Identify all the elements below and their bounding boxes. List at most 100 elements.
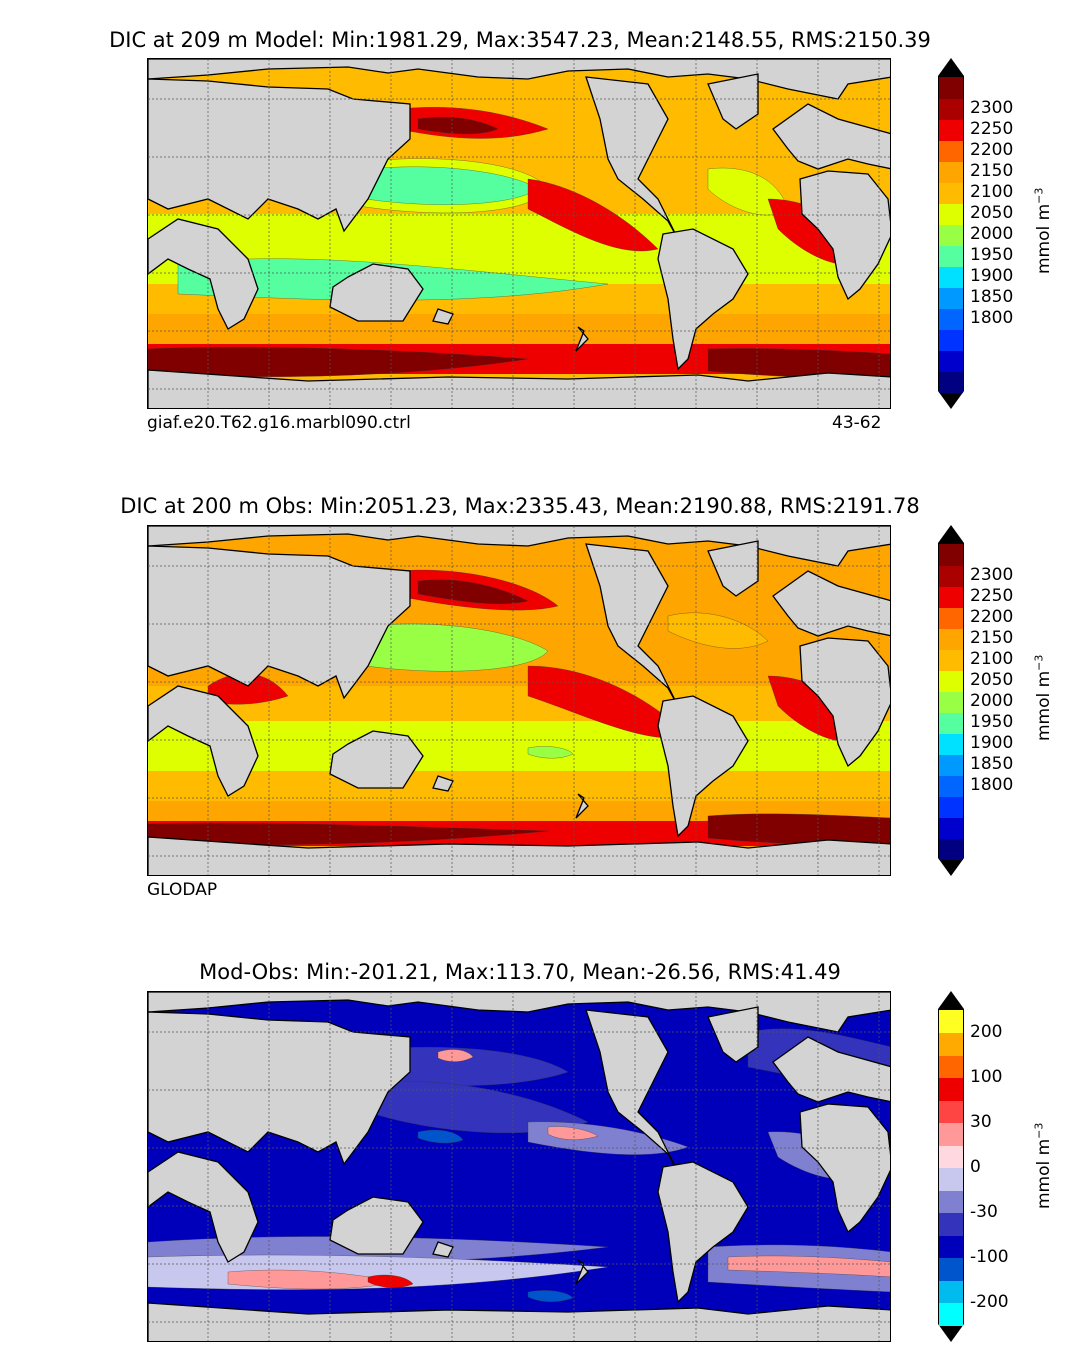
colorbar-tick-label: 2150 [970,160,1014,181]
colorbar-swatch [939,544,963,566]
colorbar-tick-label: 2200 [970,139,1014,160]
colorbar-body [938,1009,964,1326]
map-obs [147,525,891,876]
map-model [147,58,891,409]
colorbar-tick-label: 1950 [970,244,1014,265]
land-mass [148,685,259,797]
extend-arrow [938,525,964,543]
colorbar-swatch [939,350,963,372]
colorbar-tick-label: 100 [970,1066,1003,1087]
unit-label: mmol m−3 [1032,1122,1055,1210]
contour-region [527,1290,574,1302]
colorbar-tick-label: 2000 [970,223,1014,244]
colorbar-swatch [939,308,963,330]
colorbar-swatch [939,1122,963,1146]
colorbar-swatch [939,287,963,309]
colorbar-extend-max [938,991,964,1009]
land-mass [329,730,424,789]
colorbar-swatch [939,245,963,267]
colorbar: 2300 2250 2200 2150 2100 2050 2000 1950 1900 1850… [935,58,1013,409]
extend-arrow [938,1324,964,1342]
colorbar: 2300 2250 2200 2150 2100 2050 2000 1950 1900 1850… [935,525,1013,876]
colorbar-swatch [939,1190,963,1213]
colorbar-swatch [939,1212,963,1236]
colorbar-extend-min [938,1324,964,1342]
extend-arrow [938,858,964,876]
land-mass [329,1196,424,1255]
colorbar-extend-min [938,858,964,876]
colorbar-tick-label: 1800 [970,774,1014,795]
land-mass [148,836,890,875]
contour-region [367,1274,414,1288]
colorbar-swatch [939,1055,963,1078]
colorbar-tick-label: 1850 [970,753,1014,774]
run-name: giaf.e20.T62.g16.marbl090.ctrl [147,413,411,433]
contour-region [547,1126,599,1140]
colorbar-swatch [939,565,963,587]
colorbar-swatch [939,98,963,120]
source-name: GLODAP [147,880,218,900]
colorbar-swatch [939,775,963,797]
colorbar-swatch [939,203,963,225]
colorbar-swatch [939,754,963,776]
contour-band [148,314,890,344]
colorbar-swatch [939,371,963,393]
colorbar-swatch [939,1100,963,1123]
colorbar-swatch [939,182,963,204]
colorbar-swatch [939,1302,963,1326]
colorbar-tick-label: 200 [970,1021,1003,1042]
land-mass [148,218,259,330]
colorbar-swatch [939,838,963,860]
unit-label: mmol m−3 [1032,654,1055,742]
panel-title: DIC at 209 m Model: Min:1981.29, Max:354… [109,28,931,52]
extend-arrow [938,391,964,409]
land-mass [772,570,890,637]
land-mass [148,1151,259,1263]
contour-band [148,771,890,801]
colorbar-tick-label: 1900 [970,732,1014,753]
contour-region [417,116,499,135]
land-mass [432,308,454,325]
colorbar-swatch [939,1010,963,1033]
contour-band [148,801,890,821]
colorbar-swatch [939,628,963,650]
colorbar-swatch [939,670,963,692]
colorbar-swatch [939,140,963,162]
extend-arrow [938,991,964,1009]
land-mass [575,1259,589,1285]
colorbar-swatch [939,649,963,671]
land-mass [585,76,679,240]
colorbar-tick-label: 2050 [970,202,1014,223]
colorbar-tick-label: 2300 [970,564,1014,585]
colorbar-swatch [939,224,963,246]
contour-region [527,746,574,759]
colorbar-swatch [939,1077,963,1101]
colorbar-body [938,76,964,393]
contour-band [148,214,890,254]
colorbar-swatch [939,586,963,608]
colorbar-extend-max [938,525,964,543]
colorbar-tick-label: 2300 [970,97,1014,118]
colorbar-swatch [939,329,963,351]
panel-title: DIC at 200 m Obs: Min:2051.23, Max:2335.… [120,494,920,518]
colorbar-tick-label: 1800 [970,307,1014,328]
map-plot [148,526,890,875]
map-plot [148,992,890,1341]
map-plot [148,59,890,408]
land-mass [329,263,424,322]
colorbar-tick-label: 2200 [970,606,1014,627]
colorbar-swatch [939,1145,963,1168]
colorbar-swatch [939,1167,963,1191]
contour-region [727,1255,890,1278]
land-mass [707,73,759,130]
colorbar-tick-label: 30 [970,1111,992,1132]
colorbar-tick-label: 2000 [970,690,1014,711]
contour-region [707,348,890,380]
colorbar-tick-label: -30 [970,1201,998,1222]
colorbar: 200 100 30 0 -30 -100 -200 [935,991,1009,1342]
colorbar-tick-label: 2100 [970,648,1014,669]
colorbar-tick-label: 2250 [970,585,1014,606]
colorbar-swatch [939,796,963,818]
colorbar-tick-label: 2150 [970,627,1014,648]
colorbar-swatch [939,817,963,839]
